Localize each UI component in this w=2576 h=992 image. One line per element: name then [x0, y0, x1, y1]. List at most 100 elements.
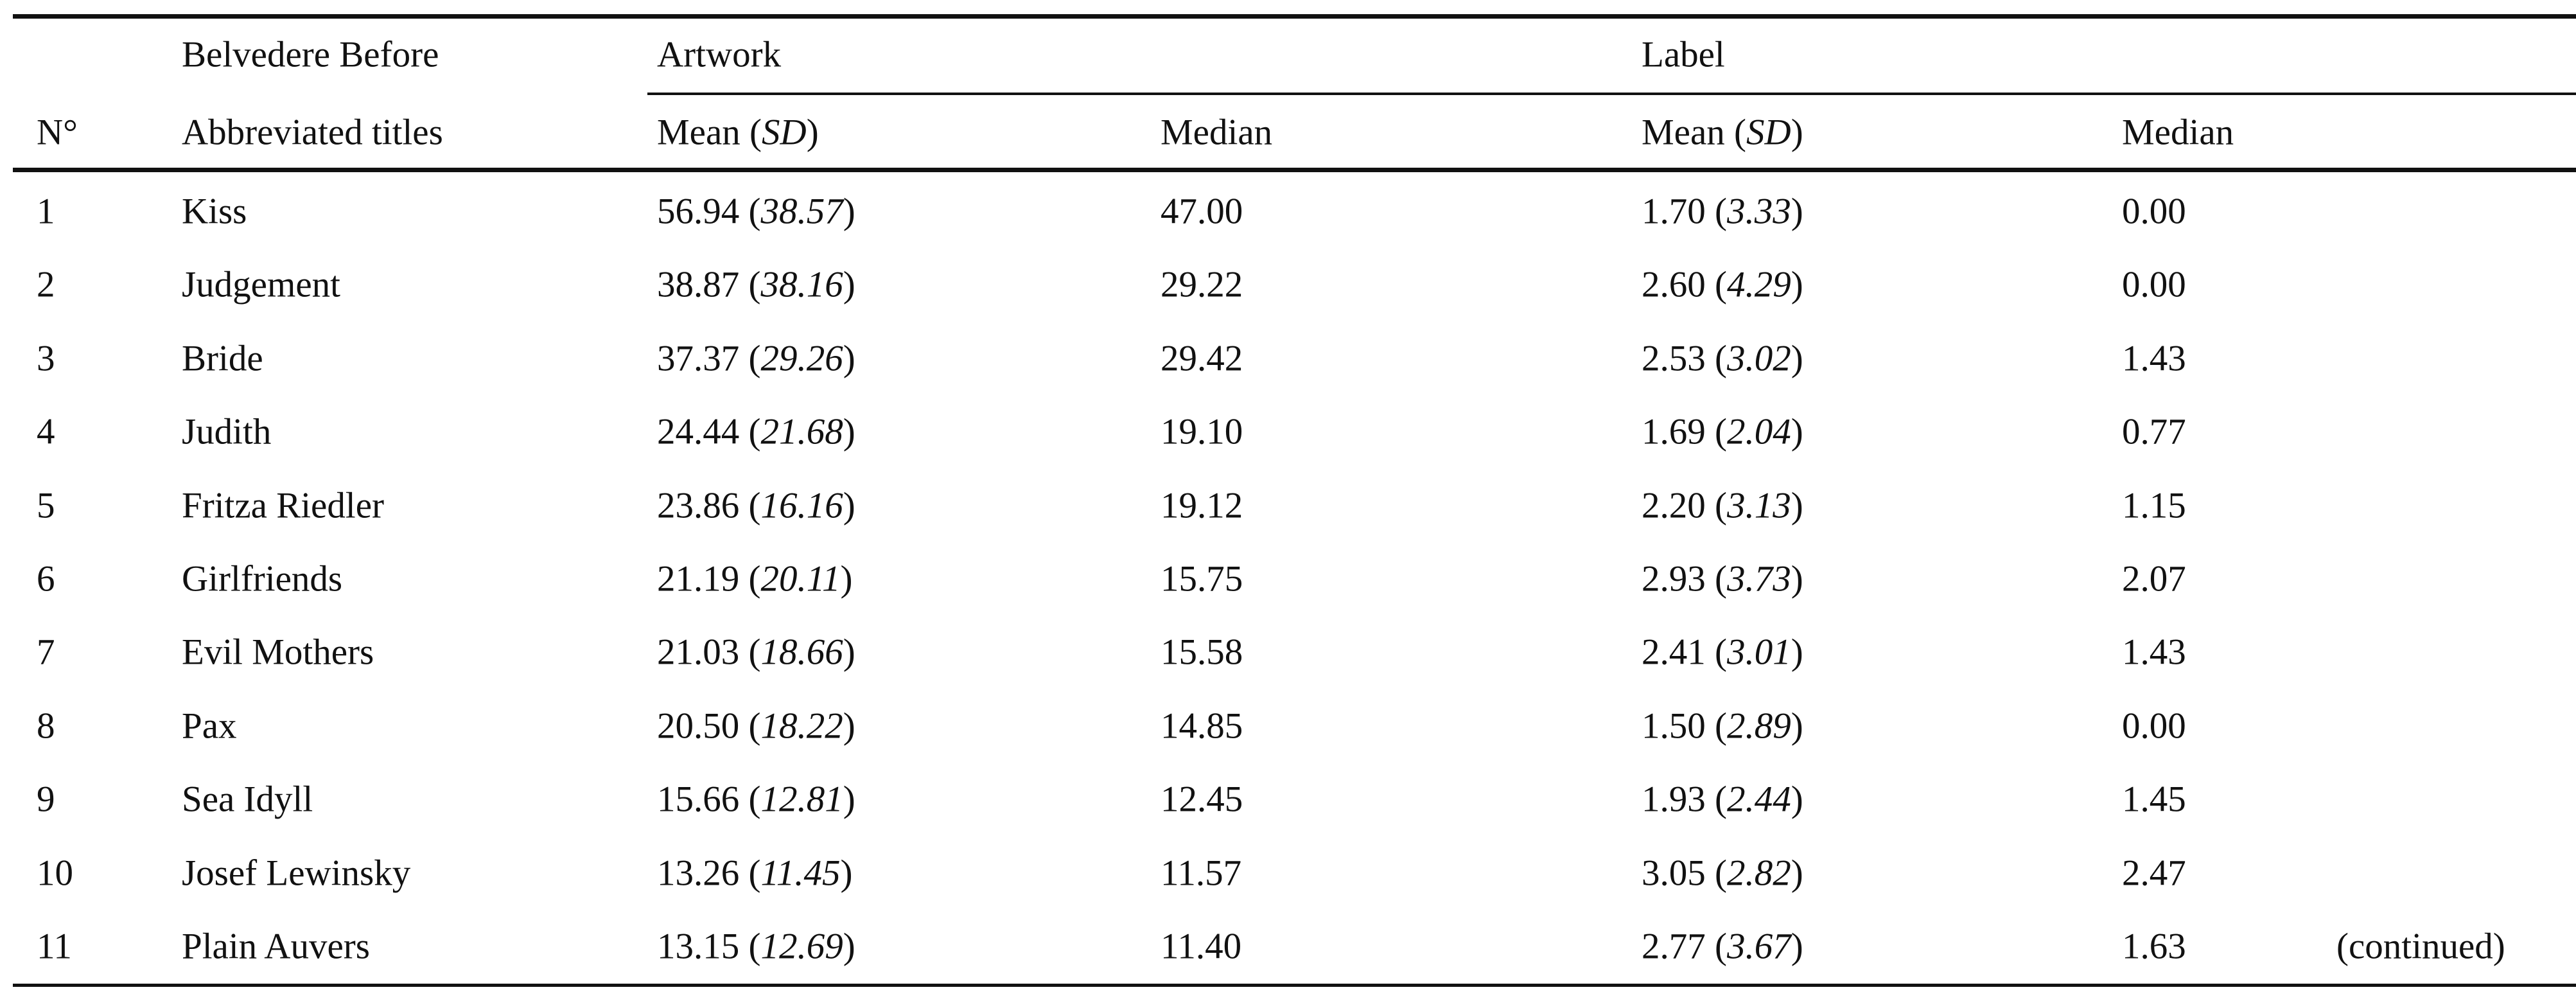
table-cell-part: 2.93 (: [1642, 558, 1727, 599]
column-header: Median: [1161, 112, 1273, 153]
table-cell: 23.86 (16.16): [657, 487, 855, 524]
table-cell: 2.53 (3.02): [1642, 340, 1803, 376]
column-header-part: Mean (: [1642, 112, 1747, 153]
table-cell-part: 29.26: [760, 338, 843, 379]
table-cell: 1.45: [2122, 779, 2186, 820]
table-cell-part: ): [1791, 411, 1803, 452]
table-cell: 4: [37, 411, 55, 452]
table-cell-part: 3.05 (: [1642, 853, 1727, 894]
table-cell: 0.77: [2122, 411, 2186, 452]
table-cell-part: 1.50 (: [1642, 705, 1727, 747]
table-cell-part: 3.01: [1726, 632, 1791, 673]
table-cell-part: 16.16: [760, 485, 843, 526]
table-cell: Josef Lewinsky: [182, 853, 411, 894]
table-cell: 21.19 (20.11): [657, 561, 853, 598]
table-cell: 37.37 (29.26): [657, 340, 855, 376]
table-cell-part: ): [843, 632, 855, 673]
table-cell: 29.42: [1161, 338, 1243, 379]
table-cell-part: 23.86 (: [657, 485, 761, 526]
table-cell-part: ): [843, 338, 855, 379]
table-cell: 0.00: [2122, 264, 2186, 305]
column-header-part: SD: [762, 112, 807, 153]
table-cell-part: 11.45: [760, 853, 841, 894]
table-cell: Sea Idyll: [182, 779, 313, 820]
table-cell: 2.20 (3.13): [1642, 487, 1803, 524]
table-cell-part: ): [843, 191, 855, 232]
table-cell-part: 2.89: [1726, 705, 1791, 747]
table-cell: 2.60 (4.29): [1642, 267, 1803, 303]
table-cell-part: ): [1791, 779, 1803, 820]
table-cell-part: 37.37 (: [657, 338, 761, 379]
table-cell: 10: [37, 853, 73, 894]
table-cell-part: ): [1791, 705, 1803, 747]
table-cell: 3: [37, 338, 55, 379]
table-cell-part: ): [843, 705, 855, 747]
table-cell: 0.00: [2122, 705, 2186, 747]
table-cell: 56.94 (38.57): [657, 193, 855, 230]
table-cell-part: 15.66 (: [657, 779, 761, 820]
table-cell: 8: [37, 705, 55, 747]
table-cell: 19.12: [1161, 485, 1243, 526]
table-cell-part: 20.11: [760, 558, 841, 599]
table-cell-part: 1.93 (: [1642, 779, 1727, 820]
table-cell: Kiss: [182, 191, 247, 232]
table-cell-part: 12.69: [760, 926, 843, 967]
header-rule: [13, 168, 2576, 172]
table-cell-part: 2.44: [1726, 779, 1791, 820]
table-cell: Fritza Riedler: [182, 485, 384, 526]
table-cell: 20.50 (18.22): [657, 707, 855, 744]
table-cell-part: 2.41 (: [1642, 632, 1727, 673]
column-header: Median: [2122, 112, 2234, 153]
table-cell-part: 2.60 (: [1642, 264, 1727, 305]
table-cell-part: 56.94 (: [657, 191, 761, 232]
table-cell-part: 4.29: [1726, 264, 1791, 305]
table-cell-part: ): [1791, 632, 1803, 673]
table-cell: 47.00: [1161, 191, 1243, 232]
table-cell: 7: [37, 632, 55, 673]
table-cell: 1.50 (2.89): [1642, 707, 1803, 744]
continued-note: (continued): [2336, 926, 2505, 967]
table-cell: 11.40: [1161, 926, 1242, 967]
top-rule: [13, 14, 2576, 19]
table-cell: 2.07: [2122, 558, 2186, 599]
table-cell-part: 12.81: [760, 779, 843, 820]
bottom-rule: [13, 984, 2576, 987]
column-header-part: SD: [1746, 112, 1791, 153]
table-cell-part: 2.82: [1726, 853, 1791, 894]
table-cell: 15.58: [1161, 632, 1243, 673]
header-group: Label: [1642, 34, 1725, 75]
table-cell-part: 2.77 (: [1642, 926, 1727, 967]
table-cell: 1.63: [2122, 926, 2186, 967]
table-cell: Evil Mothers: [182, 632, 374, 673]
table-cell: Judith: [182, 411, 272, 452]
column-header: Mean (SD): [657, 114, 819, 151]
table-cell: 13.26 (11.45): [657, 855, 853, 891]
table-cell-part: ): [1791, 558, 1803, 599]
group-rule: [647, 93, 2576, 95]
table-cell-part: 13.26 (: [657, 853, 761, 894]
column-header-part: ): [1791, 112, 1803, 153]
table-cell: 2: [37, 264, 55, 305]
table-cell: 1.43: [2122, 338, 2186, 379]
header-group: Belvedere Before: [182, 34, 439, 75]
table-cell-part: 1.70 (: [1642, 191, 1727, 232]
table-cell: 14.85: [1161, 705, 1243, 747]
table-cell-part: 13.15 (: [657, 926, 761, 967]
table-cell: 2.41 (3.01): [1642, 634, 1803, 671]
table-cell-part: 21.68: [760, 411, 843, 452]
table-cell: 6: [37, 558, 55, 599]
table-cell-part: 3.13: [1726, 485, 1791, 526]
table-cell-part: 24.44 (: [657, 411, 761, 452]
table-cell-part: ): [1791, 338, 1803, 379]
table-cell-part: 3.33: [1726, 191, 1791, 232]
table-cell-part: ): [1791, 485, 1803, 526]
table-cell: 24.44 (21.68): [657, 414, 855, 450]
table-cell: 1.70 (3.33): [1642, 193, 1803, 230]
table-cell: 1.15: [2122, 485, 2186, 526]
table-cell: 29.22: [1161, 264, 1243, 305]
column-header: N°: [37, 112, 78, 153]
table-cell-part: 18.22: [760, 705, 843, 747]
table-cell-part: 2.04: [1726, 411, 1791, 452]
column-header-part: ): [806, 112, 819, 153]
